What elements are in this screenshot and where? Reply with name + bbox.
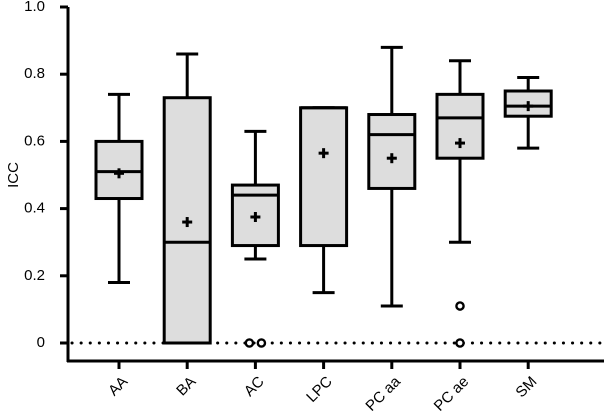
outlier-point	[455, 338, 465, 348]
y-tick-label: 0	[37, 334, 45, 351]
iqr-box	[299, 106, 349, 248]
x-category-label: AA	[105, 373, 131, 399]
x-category-label: SM	[512, 373, 540, 401]
y-axis-title: ICC	[5, 162, 22, 188]
x-category-label: LPC	[303, 373, 336, 406]
y-tick-label: 0.4	[24, 200, 45, 217]
y-tick-label: 0.6	[24, 132, 45, 149]
box-ba	[162, 52, 212, 345]
outlier-point	[244, 338, 255, 348]
box-layer	[94, 45, 553, 348]
y-tick-label: 0.2	[24, 267, 45, 284]
x-category-layer: AA BA AC LPC PC aa PC ae SM	[105, 361, 540, 415]
y-tick-label: 0.8	[24, 65, 45, 82]
y-tick-layer: 0 0.2 0.4 0.6 0.8 1.0	[24, 0, 68, 351]
outlier-point	[256, 338, 267, 348]
box-ac	[230, 129, 280, 348]
axis-layer: ICC	[5, 7, 604, 363]
x-category-label: BA	[173, 373, 199, 399]
y-tick-label: 1.0	[24, 0, 45, 15]
x-category-label: PC ae	[431, 373, 473, 415]
box-sm	[503, 76, 553, 150]
x-category-label: AC	[241, 373, 268, 400]
box-pc-ae	[435, 59, 485, 348]
box-lpc	[299, 106, 349, 295]
box-aa	[94, 92, 144, 285]
iqr-box	[435, 92, 485, 160]
x-category-label: PC aa	[362, 373, 404, 415]
box-pc-aa	[367, 45, 417, 308]
iqr-box	[367, 113, 417, 190]
outlier-point	[455, 301, 465, 311]
